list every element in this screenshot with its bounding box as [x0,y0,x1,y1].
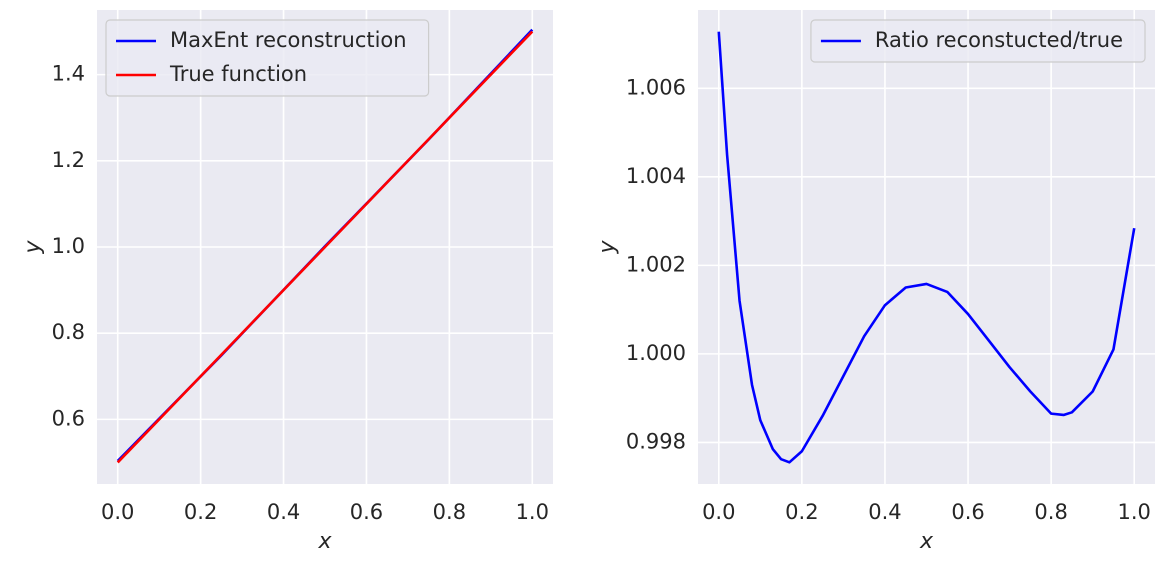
y-tick-label: 0.6 [52,406,85,430]
legend-box [810,19,1146,63]
y-tick-label: 1.4 [52,62,85,86]
x-axis-label: x [317,529,332,554]
x-tick-label: 0.2 [184,500,217,524]
y-tick-label: 1.004 [626,164,686,188]
data-line [717,31,1136,464]
x-tick-label: 0.6 [350,500,383,524]
plot-area [698,10,1155,484]
legend-label: True function [169,62,307,86]
y-axis-label: y [21,240,46,255]
x-tick-label: 1.0 [1118,500,1151,524]
x-tick-label: 0.0 [101,500,134,524]
legend-label: Ratio reconstucted/true [875,28,1123,52]
y-tick-label: 1.006 [626,75,686,99]
x-tick-label: 0.2 [785,500,818,524]
legend: Ratio reconstucted/true [810,19,1146,63]
y-tick-label: 0.8 [52,320,85,344]
x-tick-label: 0.0 [702,500,735,524]
x-axis-label: x [919,529,934,554]
x-tick-label: 1.0 [516,500,549,524]
data-line [116,30,534,464]
y-tick-label: 1.002 [626,252,686,276]
legend-box [105,19,430,97]
subplot: 0.998 1.000 1.002 1.004 1.006 0.0 0.2 0.4 0.6 0.8… [595,10,1155,554]
legend: MaxEnt reconstruction True function [105,19,430,97]
y-tick-label: 1.0 [52,234,85,258]
y-axis-label: y [595,240,620,255]
x-tick-label: 0.8 [1034,500,1067,524]
y-tick-label: 1.2 [52,148,85,172]
x-tick-label: 0.4 [267,500,300,524]
y-tick-label: 0.998 [626,429,686,453]
subplot: 0.6 0.8 1.0 1.2 1.4 0.0 0.2 0.4 0.6 0.8 1.0 x y MaxEn… [21,10,553,554]
x-tick-label: 0.8 [433,500,466,524]
x-tick-label: 0.6 [951,500,984,524]
legend-label: MaxEnt reconstruction [170,28,407,52]
y-tick-label: 1.000 [626,341,686,365]
x-tick-label: 0.4 [868,500,901,524]
